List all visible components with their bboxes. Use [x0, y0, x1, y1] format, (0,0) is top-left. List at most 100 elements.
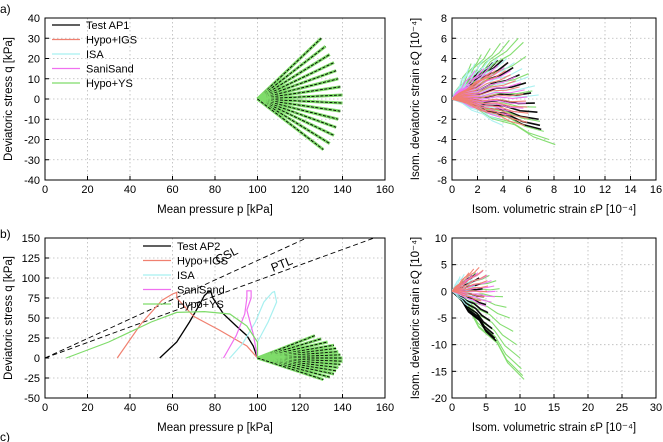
a-right-hypo-igs-path-6	[452, 80, 516, 100]
b-right-xtick-label: 10	[514, 402, 526, 414]
a-left-xtick-label: 40	[124, 184, 136, 196]
b-left-hypo-ys-path	[66, 310, 259, 359]
a-right-ytick-label: -4	[437, 135, 447, 147]
b-right-xtick-label: 20	[582, 402, 594, 414]
a-left-legend-label: Test AP1	[86, 20, 129, 32]
b-right-ytick-label: -10	[431, 340, 447, 352]
b-right-xtick-label: 30	[650, 402, 662, 414]
a-right-xtick-label: 6	[525, 184, 531, 196]
a-left-fan	[256, 37, 343, 151]
a-right-hypo-igs-path-10	[452, 98, 528, 108]
b-right-isa-path-10	[452, 290, 469, 307]
a-left-legend-label: Hypo+YS	[86, 78, 133, 90]
a-left-ytick-label: 0	[34, 94, 40, 106]
a-right-ytick-label: -8	[437, 175, 447, 187]
b-left-fan-test-path-3	[257, 344, 335, 359]
a-left-ytick-label: -30	[24, 155, 40, 167]
b-right-ytick-label: -20	[431, 393, 447, 405]
b-right-xlabel: Isom. volumetric strain εP [10⁻⁴]	[472, 422, 636, 434]
a-left-ytick-label: 20	[28, 54, 40, 66]
b-left-legend-label: Hypo+YS	[177, 299, 224, 311]
b-left-ptl-line	[45, 238, 376, 359]
a-right-xtick-label: 4	[500, 184, 506, 196]
a-left-legend-label: ISA	[86, 49, 104, 61]
b-left-xtick-label: 120	[291, 402, 309, 414]
b-right-hypo-igs-path-9	[452, 290, 482, 302]
a-left-fan-test-path-0	[257, 37, 322, 100]
b-right-hypo-igs-path-6	[452, 285, 489, 292]
b-left-fan	[256, 334, 343, 382]
b-left-xtick-label: 60	[166, 402, 178, 414]
a-right-sanisand-path-7	[452, 82, 522, 100]
a-right-hypo-igs-path-8	[452, 93, 524, 100]
a-left-legend-label: SaniSand	[86, 64, 134, 76]
a-left-xtick-label: 100	[248, 184, 266, 196]
b-right-ytick-label: -5	[437, 313, 447, 325]
b-right-hypo-igs-path-8	[452, 290, 485, 298]
b-right-hypo-igs-path-7	[452, 290, 488, 293]
a-right-hypo-igs-path-12	[452, 98, 529, 119]
a-right-ytick-label: 6	[441, 33, 447, 45]
b-right-ytick-label: 10	[435, 233, 447, 245]
a-left-ytick-label: -10	[24, 114, 40, 126]
a-left-ytick-label: -20	[24, 135, 40, 147]
b-right-hypo-igs-path-5	[452, 280, 488, 292]
b-left-legend: Test AP2 Hypo+IGS ISA SaniSand Hypo+YS	[143, 241, 228, 311]
a-left-xtick-label: 0	[42, 184, 48, 196]
b-left-ytick-label: 50	[28, 313, 40, 325]
a-left-ylabel: Deviatoric stress q [kPa]	[3, 37, 15, 161]
b-right-hypo-igs-path-3	[452, 269, 484, 292]
a-left-frame	[44, 17, 386, 181]
panel-letter-b: b)	[0, 227, 11, 241]
a-left-ytick-label: 30	[28, 33, 40, 45]
b-right-isa-path-9	[452, 290, 472, 305]
a-right-ytick-label: 2	[441, 74, 447, 86]
a-left-legend-label: Hypo+IGS	[86, 35, 137, 47]
b-left-xtick-label: 0	[42, 402, 48, 414]
a-right-ytick-label: -6	[437, 155, 447, 167]
a-left-legend: Test AP1 Hypo+IGS ISA SaniSand Hypo+YS	[52, 20, 137, 90]
b-left-legend-label: SaniSand	[177, 285, 225, 297]
a-right-sanisand-path-8	[452, 89, 525, 100]
b-left-fan-test-path-12	[257, 357, 335, 375]
b-left-xlabel: Mean pressure p [kPa]	[157, 422, 273, 434]
a-right-ytick-label: 0	[441, 94, 447, 106]
b-left-ytick-label: 125	[22, 253, 40, 265]
b-left-sanisand-path	[222, 290, 259, 359]
b-left-xtick-label: 40	[124, 402, 136, 414]
b-left-isa-path	[229, 290, 278, 359]
b-left-frame	[44, 237, 386, 399]
b-left-xtick-label: 160	[376, 402, 394, 414]
b-left-fan-test-path-14	[257, 357, 324, 381]
b-left-ytick-label: 150	[22, 233, 40, 245]
a-right-ytick-label: 4	[441, 54, 447, 66]
a-right-sanisand-path-0	[452, 70, 476, 100]
b-right-strain-responses	[452, 266, 525, 380]
a-right-xtick-label: 12	[599, 184, 611, 196]
a-left-fan-test-path-12	[257, 98, 335, 136]
b-left-xtick-label: 80	[209, 402, 221, 414]
a-left-ytick-label: 10	[28, 74, 40, 86]
b-left-ytick-label: 75	[28, 293, 40, 305]
a-left-xtick-label: 60	[166, 184, 178, 196]
a-right-hypo-igs-path-11	[452, 98, 529, 114]
b-right-xtick-label: 15	[548, 402, 560, 414]
a-right-ytick-label: -2	[437, 114, 447, 126]
b-right-ytick-label: -15	[431, 366, 447, 378]
b-left-legend-label: Test AP2	[177, 241, 220, 253]
a-left-ytick-label: 40	[28, 13, 40, 25]
a-right-xtick-label: 8	[551, 184, 557, 196]
b-left-hypo-igs-path	[116, 291, 258, 359]
b-right-xtick-label: 5	[483, 402, 489, 414]
a-left-ytick-label: -40	[24, 175, 40, 187]
a-right-isa-path-14	[452, 98, 504, 126]
b-right-frame	[451, 237, 657, 399]
a-left-fan-test-path-2	[257, 54, 330, 100]
a-left-xtick-label: 120	[291, 184, 309, 196]
a-right-hypo-igs-path-14	[452, 98, 525, 126]
a-right-sanisand-path-6	[452, 76, 516, 100]
a-right-sanisand-path-9	[452, 96, 528, 100]
b-left-ytick-label: -25	[24, 373, 40, 385]
a-right-hypo-igs-path-3	[452, 69, 501, 100]
